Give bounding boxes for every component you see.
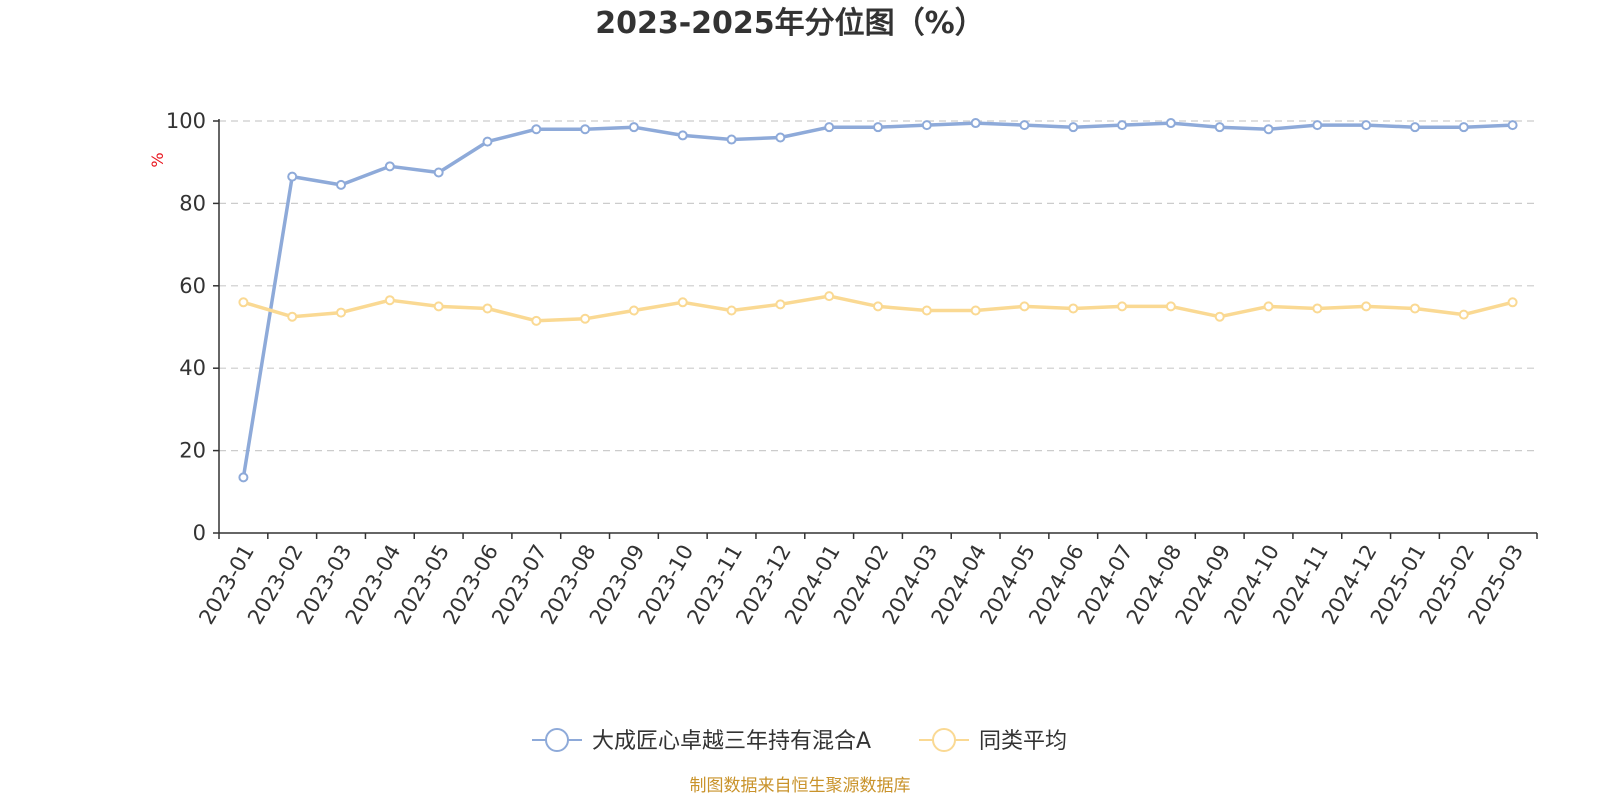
data-point[interactable]: [482, 303, 493, 314]
legend-circle-icon: [545, 728, 569, 752]
data-point[interactable]: [775, 299, 786, 310]
data-point[interactable]: [1312, 120, 1323, 131]
data-point[interactable]: [580, 313, 591, 324]
data-point[interactable]: [921, 120, 932, 131]
data-point[interactable]: [628, 122, 639, 133]
data-point[interactable]: [1507, 120, 1518, 131]
series-1: [238, 118, 1518, 483]
axes: 0204060801002023-012023-022023-032023-04…: [166, 109, 1538, 628]
data-point[interactable]: [970, 118, 981, 129]
data-point[interactable]: [921, 305, 932, 316]
data-point[interactable]: [1019, 301, 1030, 312]
data-point[interactable]: [1409, 122, 1420, 133]
y-axis-unit: %: [148, 152, 167, 167]
data-point[interactable]: [677, 297, 688, 308]
data-point[interactable]: [873, 301, 883, 312]
data-point[interactable]: [970, 305, 981, 316]
data-point[interactable]: [1068, 303, 1079, 314]
legend[interactable]: 大成匠心卓越三年持有混合A 同类平均: [532, 728, 1067, 754]
data-point[interactable]: [1165, 301, 1176, 312]
data-point[interactable]: [238, 297, 249, 308]
data-point[interactable]: [628, 305, 639, 316]
data-point[interactable]: [238, 472, 249, 483]
y-tick-label: 40: [179, 356, 206, 380]
data-point[interactable]: [1068, 122, 1079, 133]
data-point[interactable]: [580, 124, 591, 135]
data-point[interactable]: [824, 122, 835, 133]
data-point[interactable]: [1117, 301, 1128, 312]
series-line: [241, 121, 1515, 480]
data-point[interactable]: [1117, 120, 1128, 131]
legend-label: 同类平均: [979, 729, 1067, 754]
data-point[interactable]: [384, 295, 395, 306]
data-point[interactable]: [873, 122, 883, 133]
data-point[interactable]: [1214, 122, 1225, 133]
legend-label: 大成匠心卓越三年持有混合A: [592, 729, 871, 754]
data-point[interactable]: [433, 301, 444, 312]
data-point[interactable]: [1263, 301, 1274, 312]
data-point[interactable]: [677, 130, 688, 141]
data-point[interactable]: [1507, 297, 1518, 308]
data-point[interactable]: [1019, 120, 1030, 131]
data-point[interactable]: [336, 307, 347, 318]
data-point[interactable]: [531, 315, 542, 326]
data-point[interactable]: [1361, 120, 1372, 131]
data-point[interactable]: [726, 305, 737, 316]
series-2: [238, 291, 1518, 326]
data-point[interactable]: [1312, 303, 1323, 314]
data-point[interactable]: [384, 161, 395, 172]
data-point[interactable]: [1361, 301, 1372, 312]
data-point[interactable]: [287, 171, 298, 182]
data-point[interactable]: [775, 132, 786, 143]
series-layer: [238, 118, 1518, 483]
data-point[interactable]: [433, 167, 444, 178]
y-tick-label: 0: [193, 521, 206, 545]
legend-item[interactable]: 大成匠心卓越三年持有混合A: [532, 728, 871, 754]
chart-title: 2023-2025年分位图（%）: [595, 6, 985, 41]
data-point[interactable]: [1458, 122, 1469, 133]
data-point[interactable]: [1165, 118, 1176, 129]
data-point[interactable]: [726, 134, 737, 145]
data-point[interactable]: [482, 136, 493, 147]
y-tick-label: 80: [179, 191, 206, 215]
y-tick-label: 60: [179, 274, 206, 298]
data-point[interactable]: [1458, 309, 1469, 320]
data-point[interactable]: [336, 179, 347, 190]
y-tick-label: 20: [179, 439, 206, 463]
data-point[interactable]: [1214, 311, 1225, 322]
data-point[interactable]: [287, 311, 298, 322]
data-point[interactable]: [531, 124, 542, 135]
data-point[interactable]: [1263, 124, 1274, 135]
data-point[interactable]: [1409, 303, 1420, 314]
data-source-note: 制图数据来自恒生聚源数据库: [690, 776, 911, 796]
y-tick-label: 100: [166, 109, 206, 133]
legend-item[interactable]: 同类平均: [919, 728, 1067, 754]
data-point[interactable]: [824, 291, 835, 302]
legend-circle-icon: [932, 728, 956, 752]
